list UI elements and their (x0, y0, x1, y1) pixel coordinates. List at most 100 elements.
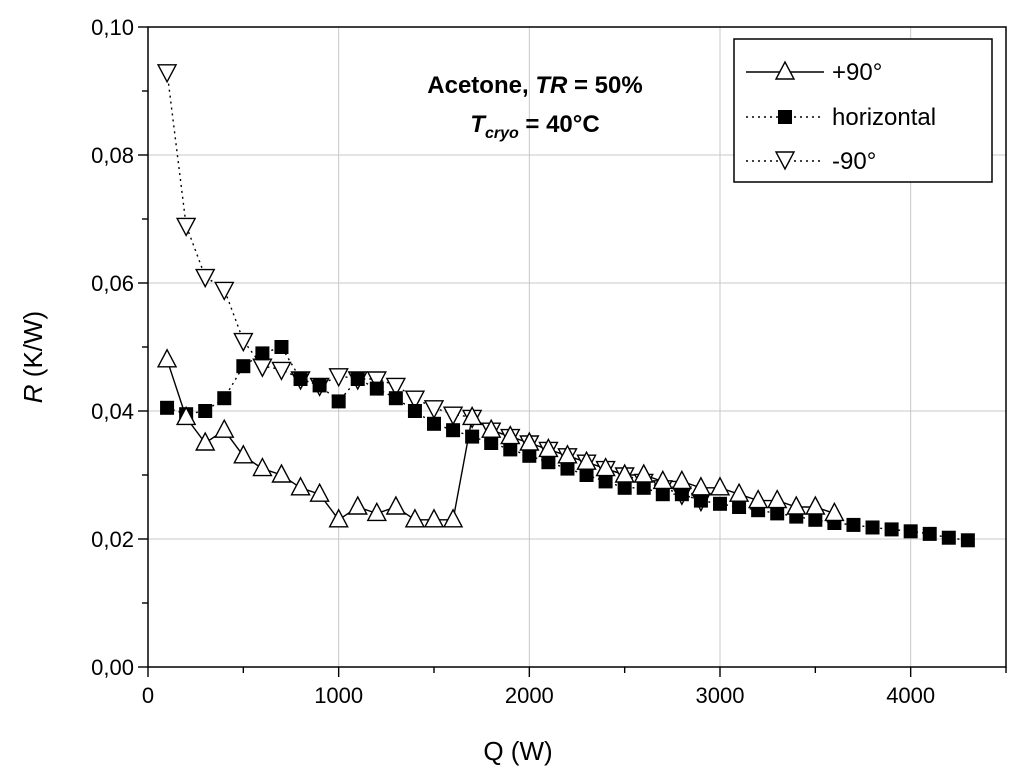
data-point-plus90 (747, 489, 769, 509)
data-point-minus90 (156, 64, 178, 84)
data-point-horizontal (217, 391, 232, 406)
data-point-plus90 (500, 425, 521, 445)
data-point-plus90 (690, 476, 712, 496)
data-point-plus90 (786, 495, 807, 515)
data-point-horizontal (484, 436, 499, 450)
data-point-minus90 (442, 406, 464, 426)
data-point-horizontal (941, 530, 956, 545)
data-point-plus90 (767, 489, 788, 509)
data-point-plus90 (805, 495, 826, 515)
data-point-plus90 (709, 476, 731, 496)
legend-marker-horizontal (778, 110, 792, 124)
data-point-horizontal (846, 517, 861, 532)
data-point-horizontal (446, 423, 461, 438)
y-axis-title: R (K/W) (18, 311, 48, 403)
data-point-plus90 (252, 457, 273, 477)
data-point-plus90 (195, 431, 216, 451)
data-point-horizontal (255, 346, 270, 361)
annotation-t-subscript: cryo (485, 125, 519, 142)
series-markers (156, 64, 975, 548)
data-point-horizontal (293, 372, 308, 386)
legend: +90° horizontal -90° (733, 38, 993, 183)
x-tick-label: 1000 (314, 683, 363, 708)
data-point-horizontal (922, 526, 937, 541)
data-point-horizontal (674, 487, 689, 502)
data-point-horizontal (350, 372, 365, 386)
data-point-horizontal (331, 394, 346, 409)
annotation-line-1: Acetone, TR = 50% (427, 72, 642, 99)
x-axis-title: Q (W) (483, 736, 552, 766)
data-point-horizontal (770, 506, 785, 521)
data-point-horizontal (312, 378, 327, 393)
y-tick-label: 0,00 (91, 655, 134, 680)
legend-label-plus90: +90° (832, 59, 882, 86)
data-point-plus90 (614, 463, 635, 483)
data-point-plus90 (156, 348, 178, 368)
data-point-horizontal (884, 522, 899, 537)
data-point-plus90 (538, 437, 559, 458)
data-point-horizontal (160, 400, 175, 415)
data-point-plus90 (824, 501, 845, 522)
annotation-t-value: = 40°C (519, 111, 600, 138)
x-tick-label: 4000 (886, 683, 935, 708)
data-point-horizontal (636, 480, 651, 495)
annotation-fluid: Acetone, (427, 72, 535, 99)
data-point-plus90 (461, 405, 483, 426)
data-point-plus90 (214, 418, 235, 438)
data-point-horizontal (693, 493, 708, 508)
legend-marker-plus90 (774, 60, 796, 80)
data-point-plus90 (442, 508, 464, 528)
axis-ticks (138, 26, 1007, 677)
data-point-horizontal (579, 468, 594, 482)
x-tick-label: 0 (142, 683, 154, 708)
data-point-horizontal (732, 500, 747, 514)
data-point-minus90 (233, 332, 254, 353)
data-point-horizontal (198, 404, 213, 418)
data-point-plus90 (385, 495, 407, 515)
data-point-plus90 (347, 495, 368, 515)
data-point-minus90 (214, 281, 235, 301)
data-point-horizontal (522, 448, 537, 463)
y-tick-label: 0,04 (91, 399, 134, 424)
data-point-horizontal (465, 429, 480, 444)
data-point-plus90 (366, 501, 387, 522)
data-point-plus90 (175, 405, 197, 426)
data-point-horizontal (617, 480, 632, 495)
data-point-horizontal (369, 381, 384, 396)
data-point-plus90 (652, 469, 673, 490)
data-point-plus90 (271, 463, 292, 483)
annotation-tr-symbol: TR (535, 72, 568, 99)
data-point-horizontal (960, 533, 975, 548)
data-point-plus90 (290, 476, 311, 496)
data-point-horizontal (598, 474, 613, 489)
data-point-plus90 (309, 482, 330, 502)
data-point-minus90 (175, 217, 197, 237)
data-point-plus90 (595, 457, 616, 477)
y-tick-label: 0,10 (91, 15, 134, 40)
data-point-horizontal (655, 487, 670, 502)
y-axis-title-symbol: R (18, 384, 48, 403)
data-point-horizontal (560, 461, 575, 476)
data-point-horizontal (903, 524, 918, 539)
annotation-line-2: Tcryo = 40°C (470, 111, 599, 142)
data-point-plus90 (671, 469, 693, 490)
legend-marker-minus90 (774, 151, 796, 171)
tick-labels: 0 1000 2000 3000 4000 0,00 0,02 0,04 0,06 0,08 0,1… (91, 15, 935, 708)
legend-label-minus90: -90° (832, 148, 876, 175)
data-point-horizontal (503, 442, 518, 457)
data-point-horizontal (388, 391, 403, 406)
data-point-minus90 (328, 368, 349, 388)
data-point-plus90 (481, 418, 502, 438)
data-point-horizontal (808, 512, 823, 527)
y-tick-label: 0,06 (91, 271, 134, 296)
y-tick-label: 0,08 (91, 143, 134, 168)
data-point-horizontal (713, 496, 727, 511)
data-point-plus90 (576, 450, 597, 470)
y-axis-title-unit: (K/W) (18, 311, 48, 385)
data-point-minus90 (366, 371, 387, 391)
data-point-horizontal (865, 520, 880, 535)
data-point-plus90 (557, 444, 578, 464)
data-point-horizontal (274, 340, 289, 354)
data-point-minus90 (195, 268, 216, 289)
